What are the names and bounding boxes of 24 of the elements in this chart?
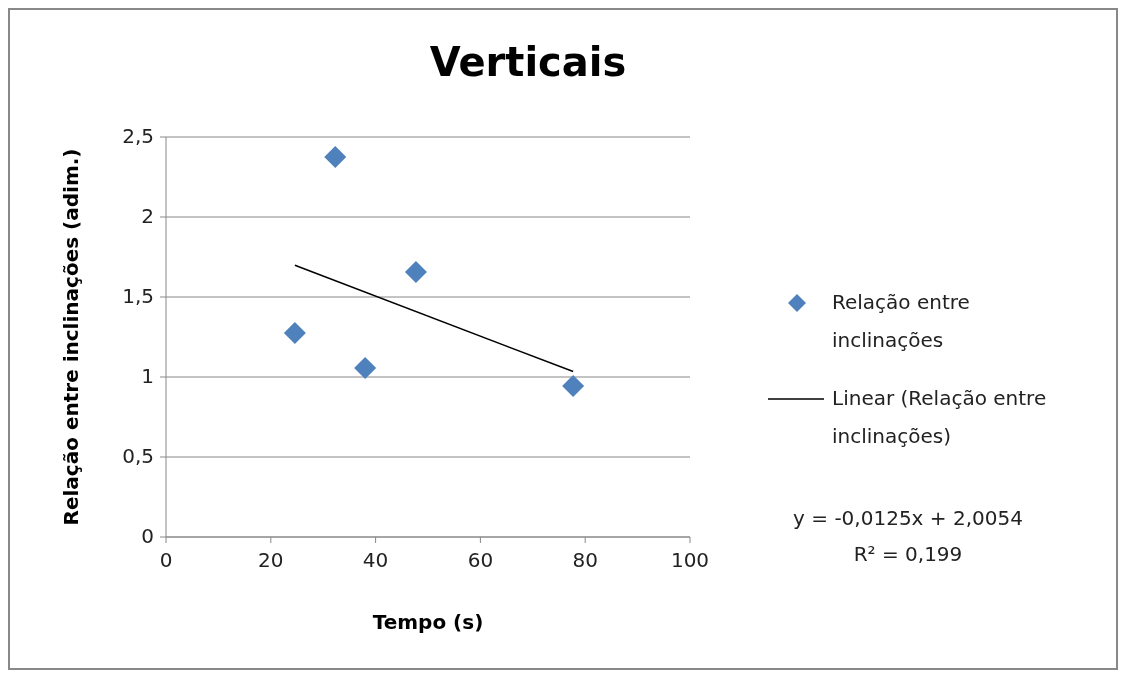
x-tick-label: 0 <box>159 548 173 572</box>
legend-label: Linear (Relação entre inclinações) <box>832 385 1047 448</box>
text: y = -0,0125x + 2,0054 <box>793 506 1023 530</box>
x-tick-label: 100 <box>670 548 710 572</box>
point <box>404 261 427 284</box>
x-tick-label: 80 <box>572 548 598 572</box>
point <box>324 146 347 168</box>
text: R² = 0,199 <box>853 542 963 566</box>
point <box>354 357 377 380</box>
point <box>562 374 585 397</box>
y-tick-label: 1 <box>141 363 154 388</box>
point <box>283 322 306 344</box>
y-tick-label: 2 <box>141 203 154 228</box>
x-axis-title: Tempo (s) <box>372 610 484 634</box>
y-tick-label: 0,5 <box>122 443 154 468</box>
y-tick-label: 2,5 <box>122 123 154 148</box>
x-tick-label: 20 <box>258 548 284 572</box>
x-tick-label: 60 <box>467 548 494 572</box>
chart-title: Verticais <box>429 39 627 85</box>
y-tick-label: 0 <box>141 523 154 548</box>
x-tick-label: 40 <box>362 548 389 572</box>
y-axis-title: Relação entre inclinações (adim.) <box>59 148 83 526</box>
y-tick-label: 1,5 <box>122 283 154 308</box>
legend-label: Relação entre inclinações <box>832 289 970 352</box>
